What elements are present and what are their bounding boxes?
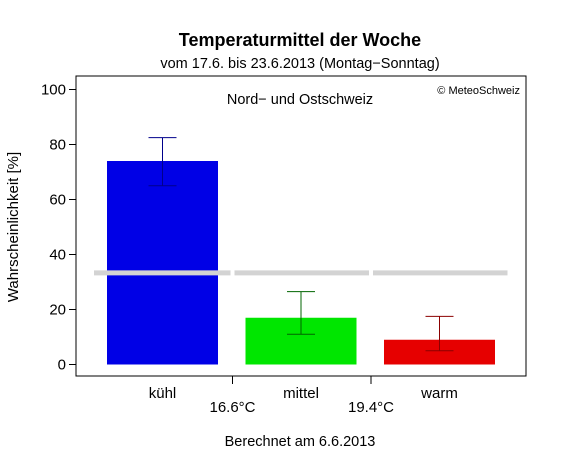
threshold-label: 16.6°C xyxy=(209,399,255,416)
bar-0 xyxy=(107,161,218,365)
x-axis: kühl mittel warm 16.6°C 19.4°C xyxy=(149,376,458,416)
y-axis: 0 20 40 60 80 100 xyxy=(41,82,77,374)
y-tick-label: 80 xyxy=(49,137,66,154)
footer-note: Berechnet am 6.6.2013 xyxy=(225,434,376,450)
y-tick-label: 60 xyxy=(49,192,66,209)
y-tick-label: 100 xyxy=(41,82,66,99)
chart-subtitle: vom 17.6. bis 23.6.2013 (Montag−Sonntag) xyxy=(160,56,439,72)
copyright-label: © MeteoSchweiz xyxy=(437,85,520,97)
y-tick-label: 20 xyxy=(49,302,66,319)
y-tick-label: 0 xyxy=(58,357,66,374)
y-tick-label: 40 xyxy=(49,247,66,264)
region-label: Nord− und Ostschweiz xyxy=(227,92,373,108)
x-category-label: kühl xyxy=(149,385,177,402)
x-category-label: mittel xyxy=(283,385,319,402)
y-axis-label: Wahrscheinlichkeit [%] xyxy=(5,152,22,302)
error-bars xyxy=(148,137,454,352)
chart-title: Temperaturmittel der Woche xyxy=(179,30,421,50)
threshold-label: 19.4°C xyxy=(348,399,394,416)
x-category-label: warm xyxy=(420,385,458,402)
